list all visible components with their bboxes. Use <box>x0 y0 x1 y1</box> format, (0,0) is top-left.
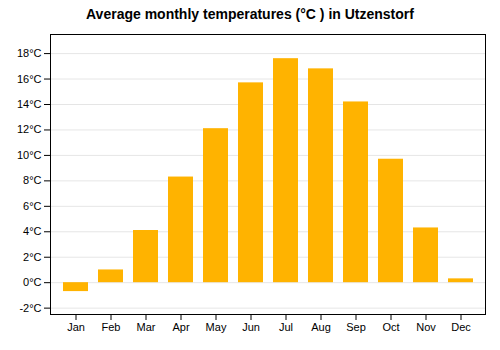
svg-text:18°C: 18°C <box>17 47 42 59</box>
svg-text:10°C: 10°C <box>17 149 42 161</box>
svg-text:Feb: Feb <box>102 321 121 333</box>
svg-text:16°C: 16°C <box>17 73 42 85</box>
svg-text:Nov: Nov <box>416 321 436 333</box>
svg-text:0°C: 0°C <box>23 276 42 288</box>
svg-text:May: May <box>206 321 227 333</box>
svg-text:Apr: Apr <box>172 321 189 333</box>
svg-text:-2°C: -2°C <box>19 302 41 314</box>
svg-text:12°C: 12°C <box>17 123 42 135</box>
svg-text:Jun: Jun <box>242 321 260 333</box>
svg-text:Mar: Mar <box>137 321 156 333</box>
svg-text:Dec: Dec <box>451 321 471 333</box>
svg-text:6°C: 6°C <box>23 200 42 212</box>
svg-text:2°C: 2°C <box>23 251 42 263</box>
svg-text:Jan: Jan <box>67 321 85 333</box>
svg-text:8°C: 8°C <box>23 174 42 186</box>
html-text:Average monthly temperatures (: Average monthly temperatures (°C ) in Ut… <box>86 6 414 22</box>
svg-text:14°C: 14°C <box>17 98 42 110</box>
svg-text:Sep: Sep <box>346 321 366 333</box>
svg-text:Oct: Oct <box>382 321 399 333</box>
svg-text:Jul: Jul <box>279 321 293 333</box>
svg-text:4°C: 4°C <box>23 225 42 237</box>
svg-text:Aug: Aug <box>311 321 331 333</box>
